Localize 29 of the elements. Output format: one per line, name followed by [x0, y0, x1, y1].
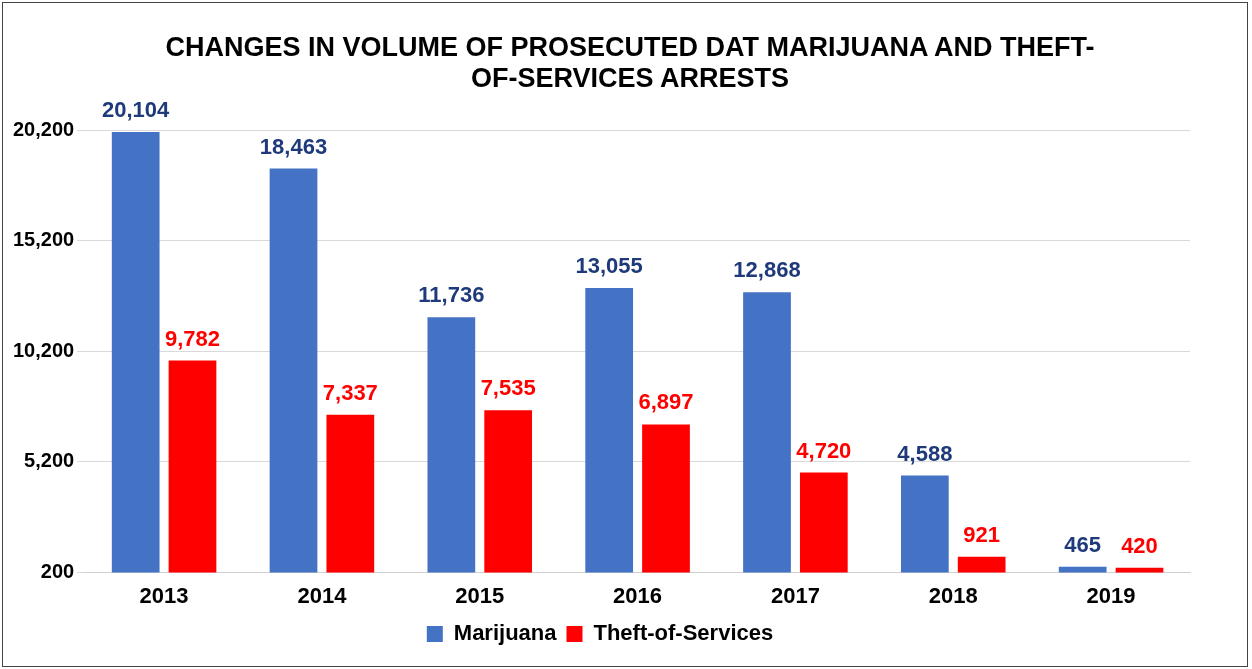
data-label: 20,104	[102, 97, 171, 123]
data-label: 12,868	[733, 257, 801, 283]
data-label: 11,736	[418, 282, 485, 308]
legend-label: Theft-of-Services	[593, 620, 774, 646]
chart-title: CHANGES IN VOLUME OF PROSECUTED DAT MARIJUANA AND THEFT-OF-SERVICES ARRESTS	[164, 32, 1096, 94]
data-label: 7,337	[322, 379, 378, 405]
x-tick-label: 2013	[139, 582, 189, 608]
x-tick-label: 2015	[455, 582, 505, 608]
y-tick-label: 10,200	[13, 338, 75, 361]
data-label: 13,055	[575, 253, 643, 279]
x-tick-label: 2018	[928, 582, 978, 608]
x-tick-label: 2016	[613, 582, 663, 608]
data-label: 6,897	[638, 389, 694, 415]
x-tick-label: 2019	[1086, 582, 1136, 608]
y-tick-label: 5,200	[24, 449, 75, 472]
x-tick-label: 2014	[297, 582, 348, 608]
data-label: 921	[963, 521, 1001, 547]
data-label: 465	[1064, 531, 1102, 557]
x-tick-label: 2017	[770, 582, 820, 608]
data-label: 4,720	[796, 437, 852, 463]
data-label: 18,463	[259, 133, 328, 159]
data-label: 9,782	[164, 325, 221, 351]
y-tick-label: 20,200	[13, 117, 75, 140]
legend-label: Marijuana	[453, 620, 558, 646]
data-label: 420	[1121, 532, 1158, 558]
y-tick-label: 15,200	[13, 228, 75, 251]
data-label: 7,535	[480, 375, 536, 401]
data-label: 4,588	[897, 440, 953, 466]
y-tick-label: 200	[40, 560, 75, 583]
